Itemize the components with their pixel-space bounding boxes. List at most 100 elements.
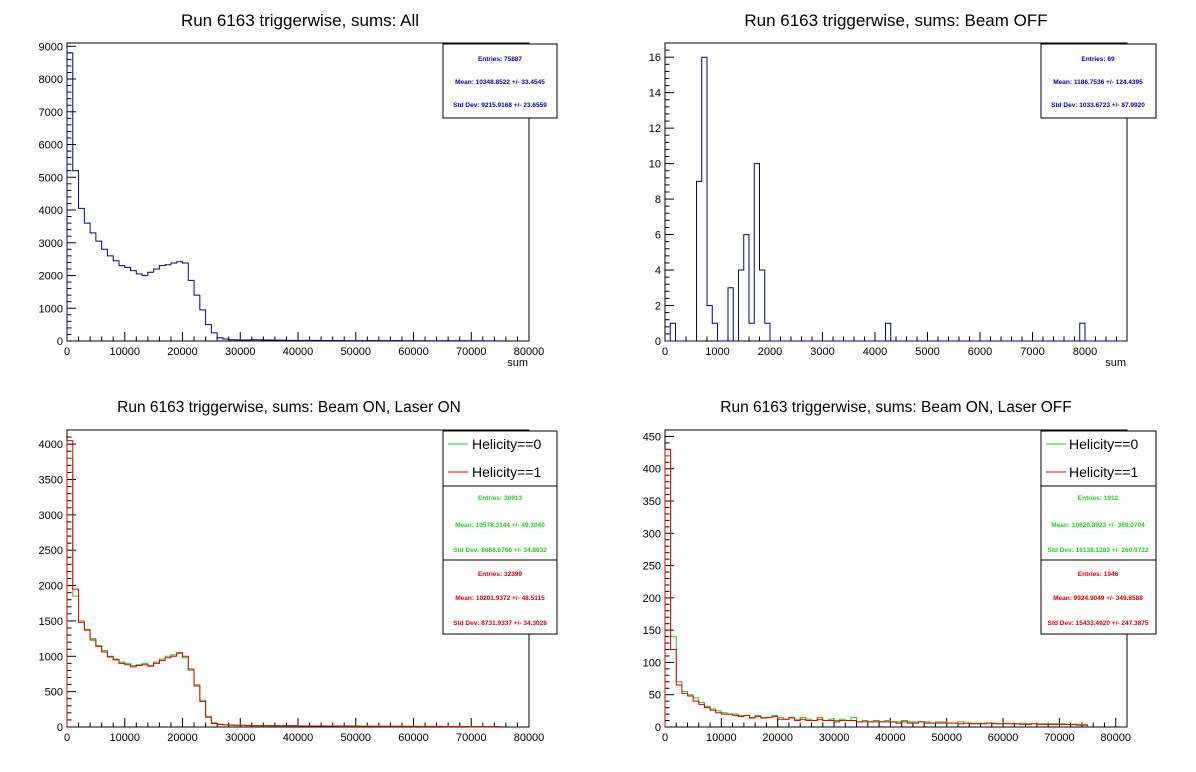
stats-box-h1: Entries: 32399 Mean: 10201.9372 +/- 48.5…: [442, 559, 558, 635]
histogram-series-0: [66, 52, 501, 342]
y-tick-label: 300: [643, 528, 661, 540]
y-tick-label: 10: [649, 159, 661, 171]
x-tick-label: 30000: [225, 732, 256, 744]
x-tick-label: 6000: [968, 346, 992, 358]
chart-title: Run 6163 triggerwise, sums: All: [181, 11, 419, 30]
x-tick-label: 70000: [456, 346, 487, 358]
x-tick-label: 80000: [514, 732, 545, 744]
legend: Helicity==0 Helicity==1: [442, 430, 558, 487]
y-tick-label: 14: [649, 88, 661, 100]
y-tick-label: 0: [655, 336, 661, 348]
x-axis-label: sum: [1105, 357, 1126, 369]
histogram-series-1: [664, 448, 1089, 727]
x-tick-label: 10000: [109, 346, 140, 358]
x-tick-label: 60000: [988, 732, 1019, 744]
plot-area-laser-on: 0 10000 20000 30000 40000 50000 60000 70000 8000…: [39, 429, 545, 744]
chart-title: Run 6163 triggerwise, sums: Beam OFF: [744, 11, 1047, 30]
y-tick-label: 3000: [39, 238, 63, 250]
x-tick-label: 50000: [340, 732, 371, 744]
y-tick-label: 1500: [39, 616, 63, 628]
histogram-series-0: [665, 56, 1127, 342]
y-tick-label: 400: [643, 464, 661, 476]
panel-all: Run 6163 triggerwise, sums: All 0 10000 20…: [39, 11, 558, 369]
y-tick-label: 0: [655, 722, 661, 734]
x-tick-label: 1000: [705, 346, 729, 358]
y-tick-label: 350: [643, 496, 661, 508]
stats-stddev: Std Dev: 9215.9168 +/- 23.6559: [453, 102, 547, 109]
y-tick-label: 8: [655, 194, 661, 206]
stats-entries: Entries: 1912: [1078, 495, 1119, 502]
y-tick-label: 2000: [39, 271, 63, 283]
x-tick-label: 2000: [758, 346, 782, 358]
stats-stddev: Std Dev: 8668.6766 +/- 34.8632: [453, 547, 547, 554]
x-tick-label: 0: [662, 346, 668, 358]
y-tick-label: 3500: [39, 475, 63, 487]
stats-mean: Mean: 10578.3144 +/- 49.3040: [455, 522, 545, 529]
stats-stddev: Std Dev: 8731.9337 +/- 34.3028: [453, 620, 547, 627]
legend-label-h1: Helicity==1: [472, 464, 541, 480]
y-tick-label: 2000: [39, 581, 63, 593]
chart-title: Run 6163 triggerwise, sums: Beam ON, Las…: [720, 399, 1071, 416]
legend-label-h1: Helicity==1: [1069, 464, 1138, 480]
y-tick-label: 0: [57, 722, 63, 734]
y-tick-label: 9000: [39, 41, 63, 53]
histogram-series-0: [66, 457, 501, 728]
y-tick-label: 16: [649, 52, 661, 64]
stats-entries: Entries: 69: [1081, 56, 1115, 63]
y-tick-label: 2500: [39, 545, 63, 557]
x-tick-label: 30000: [225, 346, 256, 358]
y-tick-label: 500: [45, 687, 63, 699]
x-tick-label: 30000: [819, 732, 850, 744]
x-tick-label: 3000: [810, 346, 834, 358]
y-tick-label: 200: [643, 593, 661, 605]
y-tick-label: 8000: [39, 74, 63, 86]
y-tick-label: 3000: [39, 510, 63, 522]
x-tick-label: 4000: [863, 346, 887, 358]
stats-stddev: Std Dev: 1033.6723 +/- 87.9920: [1051, 102, 1145, 109]
y-tick-label: 4000: [39, 205, 63, 217]
y-tick-label: 250: [643, 561, 661, 573]
y-tick-label: 4: [655, 265, 661, 277]
legend: Helicity==0 Helicity==1: [1040, 430, 1157, 487]
y-tick-label: 1000: [39, 651, 63, 663]
x-tick-label: 40000: [875, 732, 906, 744]
y-tick-label: 4000: [39, 439, 63, 451]
x-tick-label: 50000: [340, 346, 371, 358]
x-tick-label: 20000: [167, 732, 198, 744]
y-tick-label: 0: [57, 336, 63, 348]
x-tick-label: 20000: [167, 346, 198, 358]
x-axis-label: sum: [507, 357, 528, 369]
y-tick-label: 450: [643, 431, 661, 443]
stats-box-h0: Entries: 30913 Mean: 10578.3144 +/- 49.3…: [442, 485, 558, 561]
plot-area-beam-off: 0 1000 2000 3000 4000 5000 6000 7000 8000 0 2 4 6 8 10…: [649, 42, 1128, 358]
stats-entries: Entries: 1946: [1078, 571, 1119, 578]
x-tick-label: 10000: [706, 732, 737, 744]
panel-beam-on-laser-on: Run 6163 triggerwise, sums: Beam ON, Las…: [39, 399, 558, 744]
x-tick-label: 0: [64, 346, 70, 358]
stats-box: Entries: 75887 Mean: 10348.8522 +/- 33.4…: [442, 43, 558, 119]
y-tick-label: 100: [643, 657, 661, 669]
x-tick-label: 5000: [915, 346, 939, 358]
y-tick-label: 12: [649, 123, 661, 135]
stats-mean: Mean: 10201.9372 +/- 48.5115: [455, 595, 545, 602]
stats-entries: Entries: 30913: [478, 495, 522, 502]
x-tick-label: 70000: [1044, 732, 1075, 744]
y-tick-label: 1000: [39, 303, 63, 315]
stats-entries: Entries: 32399: [478, 571, 522, 578]
y-tick-label: 2: [655, 301, 661, 313]
y-tick-label: 6: [655, 230, 661, 242]
x-tick-label: 60000: [398, 732, 429, 744]
x-tick-label: 50000: [931, 732, 962, 744]
stats-stddev: Std Dev: 16138.1283 +/- 260.9722: [1047, 547, 1148, 554]
legend-label-h0: Helicity==0: [472, 436, 541, 452]
x-tick-label: 0: [662, 732, 668, 744]
x-tick-label: 8000: [1073, 346, 1097, 358]
y-tick-label: 6000: [39, 140, 63, 152]
plot-area-all: 0 10000 20000 30000 40000 50000 60000 70000 8000…: [39, 41, 545, 358]
y-tick-label: 150: [643, 625, 661, 637]
x-tick-label: 0: [64, 732, 70, 744]
x-tick-label: 20000: [762, 732, 793, 744]
histogram-series-0: [664, 455, 1089, 727]
stats-entries: Entries: 75887: [478, 56, 522, 63]
